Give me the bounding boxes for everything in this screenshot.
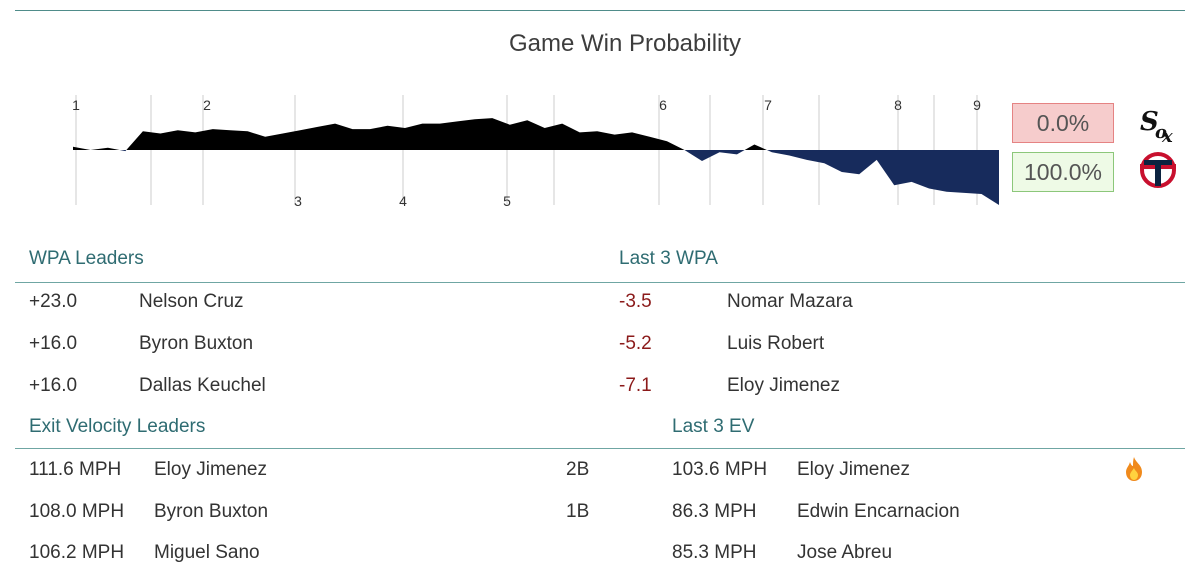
svg-text:o: o xyxy=(1155,122,1167,143)
ev-result: 2B xyxy=(566,459,590,480)
ev-result: 1B xyxy=(566,501,590,522)
ev-divider xyxy=(15,448,1185,449)
home-win-area xyxy=(73,150,999,205)
last3-ev-value: 86.3 MPH xyxy=(672,501,757,522)
svg-text:x: x xyxy=(1161,126,1173,144)
inning-label: 2 xyxy=(203,97,211,113)
last3-wpa-player: Nomar Mazara xyxy=(727,291,853,312)
ev-value: 106.2 MPH xyxy=(29,542,125,563)
wpa-player: Dallas Keuchel xyxy=(139,375,266,396)
inning-label: 3 xyxy=(294,193,302,209)
inning-label: 9 xyxy=(973,97,981,113)
ev-leaders-header: Exit Velocity Leaders xyxy=(29,416,206,437)
chart-title: Game Win Probability xyxy=(508,30,742,57)
last3-wpa-value: -7.1 xyxy=(619,375,652,396)
top-divider xyxy=(15,10,1185,11)
svg-text:S: S xyxy=(1140,107,1159,137)
ev-value: 108.0 MPH xyxy=(29,501,125,522)
win-probability-chart: 1 2 6 7 8 9 3 4 5 xyxy=(72,95,999,209)
last3-ev-player: Jose Abreu xyxy=(797,542,893,563)
wpa-leaders-header: WPA Leaders xyxy=(29,248,144,269)
away-win-probability: 0.0% xyxy=(1012,103,1114,143)
last3-wpa-header: Last 3 WPA xyxy=(619,248,718,269)
wpa-value: +16.0 xyxy=(29,375,78,396)
home-win-probability: 100.0% xyxy=(1012,152,1114,192)
ev-value: 111.6 MPH xyxy=(29,459,122,480)
last3-ev-header: Last 3 EV xyxy=(672,416,755,437)
ev-player: Byron Buxton xyxy=(154,501,269,522)
ev-player: Miguel Sano xyxy=(154,542,260,563)
fire-icon xyxy=(1126,457,1142,481)
inning-label: 1 xyxy=(72,97,80,113)
wpa-value: +16.0 xyxy=(29,333,78,354)
twins-logo xyxy=(1140,152,1176,188)
last3-wpa-value: -5.2 xyxy=(619,333,652,354)
white-sox-logo: S o x xyxy=(1140,107,1173,144)
inning-label: 7 xyxy=(764,97,772,113)
inning-label: 5 xyxy=(503,193,511,209)
inning-label: 4 xyxy=(399,193,407,209)
wpa-player: Byron Buxton xyxy=(139,333,254,354)
last3-wpa-player: Eloy Jimenez xyxy=(727,375,840,396)
wpa-player: Nelson Cruz xyxy=(139,291,244,312)
last3-wpa-value: -3.5 xyxy=(619,291,652,312)
wpa-divider xyxy=(15,282,1185,283)
last3-ev-player: Edwin Encarnacion xyxy=(797,501,960,522)
last3-ev-player: Eloy Jimenez xyxy=(797,459,910,480)
wpa-value: +23.0 xyxy=(29,291,78,312)
inning-label: 6 xyxy=(659,97,667,113)
inning-label: 8 xyxy=(894,97,902,113)
last3-ev-value: 103.6 MPH xyxy=(672,459,768,480)
last3-ev-value: 85.3 MPH xyxy=(672,542,757,563)
ev-player: Eloy Jimenez xyxy=(154,459,267,480)
last3-wpa-player: Luis Robert xyxy=(727,333,825,354)
away-win-area xyxy=(73,118,999,150)
